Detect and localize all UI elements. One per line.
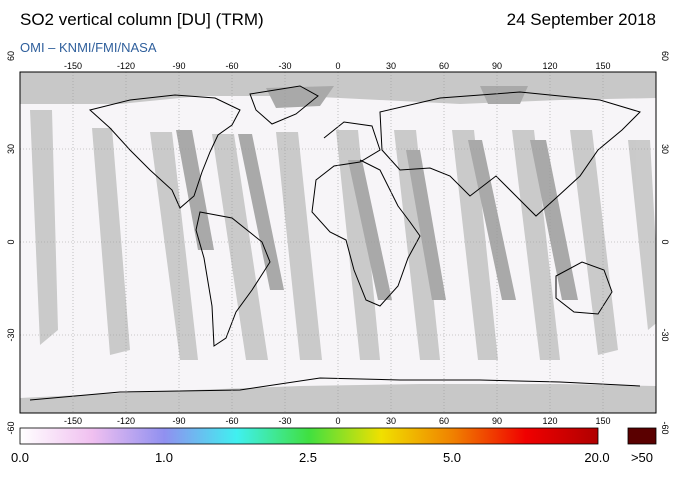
colorbar-tick-label: 5.0 bbox=[443, 450, 461, 465]
north-america-coast bbox=[88, 94, 241, 209]
lon-tick-top: 150 bbox=[595, 61, 610, 71]
data-credit: OMI – KNMI/FMI/NASA bbox=[20, 40, 157, 55]
lon-tick-top: -120 bbox=[117, 61, 135, 71]
lat-tick-left: 30 bbox=[6, 144, 16, 154]
lon-tick-bottom: -30 bbox=[278, 416, 291, 426]
coastlines bbox=[29, 85, 641, 401]
lat-tick-right: -60 bbox=[660, 421, 670, 434]
asia-coast bbox=[379, 91, 641, 217]
lon-tick-bottom: -120 bbox=[117, 416, 135, 426]
lon-tick-top: 120 bbox=[542, 61, 557, 71]
colorbar-overflow-box bbox=[627, 427, 657, 445]
lon-tick-bottom: 60 bbox=[439, 416, 449, 426]
lat-tick-left: 60 bbox=[6, 51, 16, 61]
lon-tick-bottom: 90 bbox=[492, 416, 502, 426]
graticule bbox=[20, 72, 656, 413]
lat-tick-right: 0 bbox=[660, 239, 670, 244]
lon-tick-top: -150 bbox=[64, 61, 82, 71]
overlap-swaths bbox=[176, 86, 578, 300]
colorbar-tick-label: 20.0 bbox=[584, 450, 609, 465]
lon-tick-top: 60 bbox=[439, 61, 449, 71]
colorbar-tick-label: 2.5 bbox=[299, 450, 317, 465]
lat-tick-left: 0 bbox=[6, 239, 16, 244]
lon-tick-top: 90 bbox=[492, 61, 502, 71]
south-america-coast bbox=[195, 211, 271, 347]
orbit-gaps bbox=[30, 110, 656, 360]
australia-coast bbox=[555, 261, 613, 315]
map-frame bbox=[19, 71, 657, 414]
lon-tick-bottom: 120 bbox=[542, 416, 557, 426]
lat-tick-right: -30 bbox=[660, 328, 670, 341]
lon-tick-top: -60 bbox=[225, 61, 238, 71]
lon-tick-bottom: 30 bbox=[386, 416, 396, 426]
map-title: SO2 vertical column [DU] (TRM) bbox=[20, 10, 264, 29]
lon-tick-top: 0 bbox=[335, 61, 340, 71]
lon-tick-top: -90 bbox=[172, 61, 185, 71]
antarctica-coast bbox=[29, 377, 641, 401]
map-date: 24 September 2018 bbox=[506, 10, 656, 29]
lon-tick-top: 30 bbox=[386, 61, 396, 71]
europe-africa-coast bbox=[311, 121, 421, 307]
lon-tick-top: -30 bbox=[278, 61, 291, 71]
lat-tick-left: -60 bbox=[6, 421, 16, 434]
lon-tick-bottom: -90 bbox=[172, 416, 185, 426]
colorbar-tick-label: 0.0 bbox=[11, 450, 29, 465]
greenland-coast bbox=[249, 85, 319, 125]
lat-tick-left: -30 bbox=[6, 328, 16, 341]
colorbar-overflow-label: >50 bbox=[631, 450, 653, 465]
lat-tick-right: 60 bbox=[660, 51, 670, 61]
colorbar-gradient bbox=[19, 427, 599, 445]
colorbar-tick-label: 1.0 bbox=[155, 450, 173, 465]
lon-tick-bottom: 150 bbox=[595, 416, 610, 426]
lon-tick-bottom: -60 bbox=[225, 416, 238, 426]
lon-tick-bottom: 0 bbox=[335, 416, 340, 426]
lon-tick-bottom: -150 bbox=[64, 416, 82, 426]
lat-tick-right: 30 bbox=[660, 144, 670, 154]
